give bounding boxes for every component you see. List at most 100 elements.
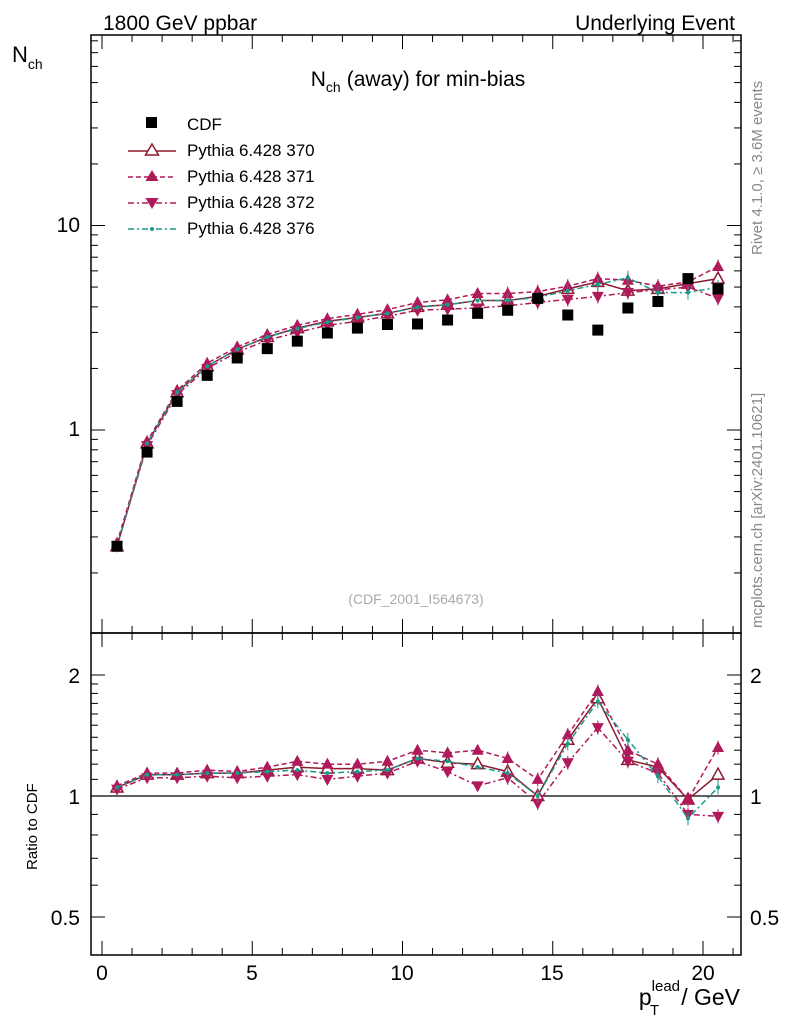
ratio-ytick-label: 0.5 xyxy=(51,907,80,930)
ratio-point-pythia-6-428-371 xyxy=(681,793,694,805)
ratio-point-pythia-6-428-371 xyxy=(261,760,274,772)
ratio-point-pythia-6-428-376 xyxy=(325,771,330,776)
ratio-point-pythia-6-428-372 xyxy=(381,768,394,780)
xtick-label: 20 xyxy=(691,962,714,985)
ratio-series-pythia-6-428-372 xyxy=(111,720,725,824)
main-point-pythia-6-428-376 xyxy=(565,288,570,293)
ratio-point-pythia-6-428-371 xyxy=(411,743,424,755)
main-point-cdf xyxy=(111,540,123,552)
main-point-cdf xyxy=(472,307,484,319)
main-point-pythia-6-428-376 xyxy=(235,347,240,352)
ratio-point-pythia-6-428-376 xyxy=(595,699,600,704)
ratio-point-pythia-6-428-376 xyxy=(505,771,510,776)
main-point-pythia-6-428-372 xyxy=(591,291,604,303)
ratio-plot-frame xyxy=(90,632,742,956)
ratio-point-pythia-6-428-371 xyxy=(531,772,544,784)
ratio-point-pythia-6-428-372 xyxy=(441,767,454,779)
main-point-pythia-6-428-376 xyxy=(625,275,630,280)
ratio-point-pythia-6-428-371 xyxy=(591,684,604,696)
main-point-pythia-6-428-371 xyxy=(712,260,725,272)
main-point-pythia-6-428-376 xyxy=(325,320,330,325)
ratio-point-pythia-6-428-371 xyxy=(651,757,664,769)
main-point-pythia-6-428-371 xyxy=(411,296,424,308)
main-point-cdf xyxy=(261,343,273,355)
main-point-cdf xyxy=(171,395,183,407)
main-point-cdf xyxy=(652,295,664,307)
main-series-cdf xyxy=(111,273,724,552)
main-point-pythia-6-428-376 xyxy=(295,326,300,331)
main-point-cdf xyxy=(291,335,303,347)
legend-label-cdf: CDF xyxy=(187,115,222,134)
ratio-point-pythia-6-428-372 xyxy=(321,774,334,786)
main-point-pythia-6-428-376 xyxy=(415,305,420,310)
ratio-point-pythia-6-428-371 xyxy=(351,757,364,769)
main-point-pythia-6-428-371 xyxy=(321,312,334,324)
ratio-point-pythia-6-428-372 xyxy=(201,771,214,783)
main-point-cdf xyxy=(682,273,694,285)
ratio-point-pythia-6-428-371 xyxy=(501,751,514,763)
ratio-point-pythia-6-428-370 xyxy=(710,766,726,780)
ratio-series-pythia-6-428-371 xyxy=(111,684,725,807)
main-point-pythia-6-428-376 xyxy=(385,311,390,316)
ratio-point-pythia-6-428-371 xyxy=(441,746,454,758)
main-point-pythia-6-428-371 xyxy=(441,293,454,305)
main-point-pythia-6-428-376 xyxy=(175,390,180,395)
ratio-point-pythia-6-428-376 xyxy=(716,785,721,790)
ratio-ytick-label-right: 1 xyxy=(750,786,762,809)
legend-label-370: Pythia 6.428 370 xyxy=(187,141,315,160)
ratio-plot-series xyxy=(109,684,726,826)
header-left: 1800 GeV ppbar xyxy=(103,12,257,35)
legend-marker-cdf xyxy=(146,117,157,128)
main-point-cdf xyxy=(712,283,724,295)
main-point-cdf xyxy=(381,319,393,331)
ratio-point-pythia-6-428-372 xyxy=(171,773,184,785)
ratio-point-pythia-6-428-372 xyxy=(591,723,604,735)
main-point-pythia-6-428-371 xyxy=(351,307,364,319)
ratio-point-pythia-6-428-371 xyxy=(621,743,634,755)
ratio-point-pythia-6-428-372 xyxy=(531,798,544,810)
ratio-axis-ticks xyxy=(91,633,741,955)
ratio-point-pythia-6-428-372 xyxy=(712,811,725,823)
ratio-point-pythia-6-428-371 xyxy=(381,754,394,766)
ratio-point-pythia-6-428-376 xyxy=(145,772,150,777)
legend-label-372: Pythia 6.428 372 xyxy=(187,193,315,212)
legend-marker-370 xyxy=(144,142,160,156)
ratio-point-pythia-6-428-371 xyxy=(291,754,304,766)
xtick-label: 5 xyxy=(246,962,258,985)
ratio-point-pythia-6-428-376 xyxy=(175,772,180,777)
ratio-point-pythia-6-428-371 xyxy=(471,743,484,755)
side-label-rivet: Rivet 4.1.0, ≥ 3.6M events xyxy=(749,81,766,255)
main-ytick-label: 10 xyxy=(57,214,80,237)
main-point-pythia-6-428-376 xyxy=(685,290,690,295)
ratio-point-pythia-6-428-376 xyxy=(445,759,450,764)
ratio-point-pythia-6-428-376 xyxy=(415,756,420,761)
ratio-ytick-label: 2 xyxy=(68,665,80,688)
main-point-pythia-6-428-376 xyxy=(445,302,450,307)
ratio-point-pythia-6-428-376 xyxy=(265,769,270,774)
main-point-pythia-6-428-376 xyxy=(355,315,360,320)
main-point-pythia-6-428-372 xyxy=(291,327,304,339)
main-point-pythia-6-428-376 xyxy=(475,298,480,303)
ratio-line-pythia-6-428-376 xyxy=(116,700,719,820)
main-point-pythia-6-428-372 xyxy=(321,320,334,332)
ratio-point-pythia-6-428-372 xyxy=(111,784,124,796)
analysis-watermark: (CDF_2001_I564673) xyxy=(348,591,483,607)
xtick-label: 0 xyxy=(96,962,108,985)
main-point-pythia-6-428-371 xyxy=(471,287,484,299)
ratio-point-pythia-6-428-372 xyxy=(621,756,634,768)
ratio-ytick-label-right: 0.5 xyxy=(750,907,779,930)
main-point-cdf xyxy=(532,292,544,304)
ratio-point-pythia-6-428-376 xyxy=(565,741,570,746)
main-point-pythia-6-428-376 xyxy=(265,334,270,339)
main-point-pythia-6-428-372 xyxy=(561,294,574,306)
legend-label-376: Pythia 6.428 376 xyxy=(187,219,315,238)
ratio-point-pythia-6-428-376 xyxy=(355,769,360,774)
ratio-point-pythia-6-428-371 xyxy=(321,757,334,769)
main-point-pythia-6-428-376 xyxy=(205,364,210,369)
main-point-cdf xyxy=(442,314,454,326)
xtick-label: 10 xyxy=(390,962,413,985)
main-point-pythia-6-428-372 xyxy=(351,316,364,328)
main-axis-ticks xyxy=(91,35,741,633)
main-point-cdf xyxy=(562,309,574,321)
xtick-label: 15 xyxy=(540,962,563,985)
